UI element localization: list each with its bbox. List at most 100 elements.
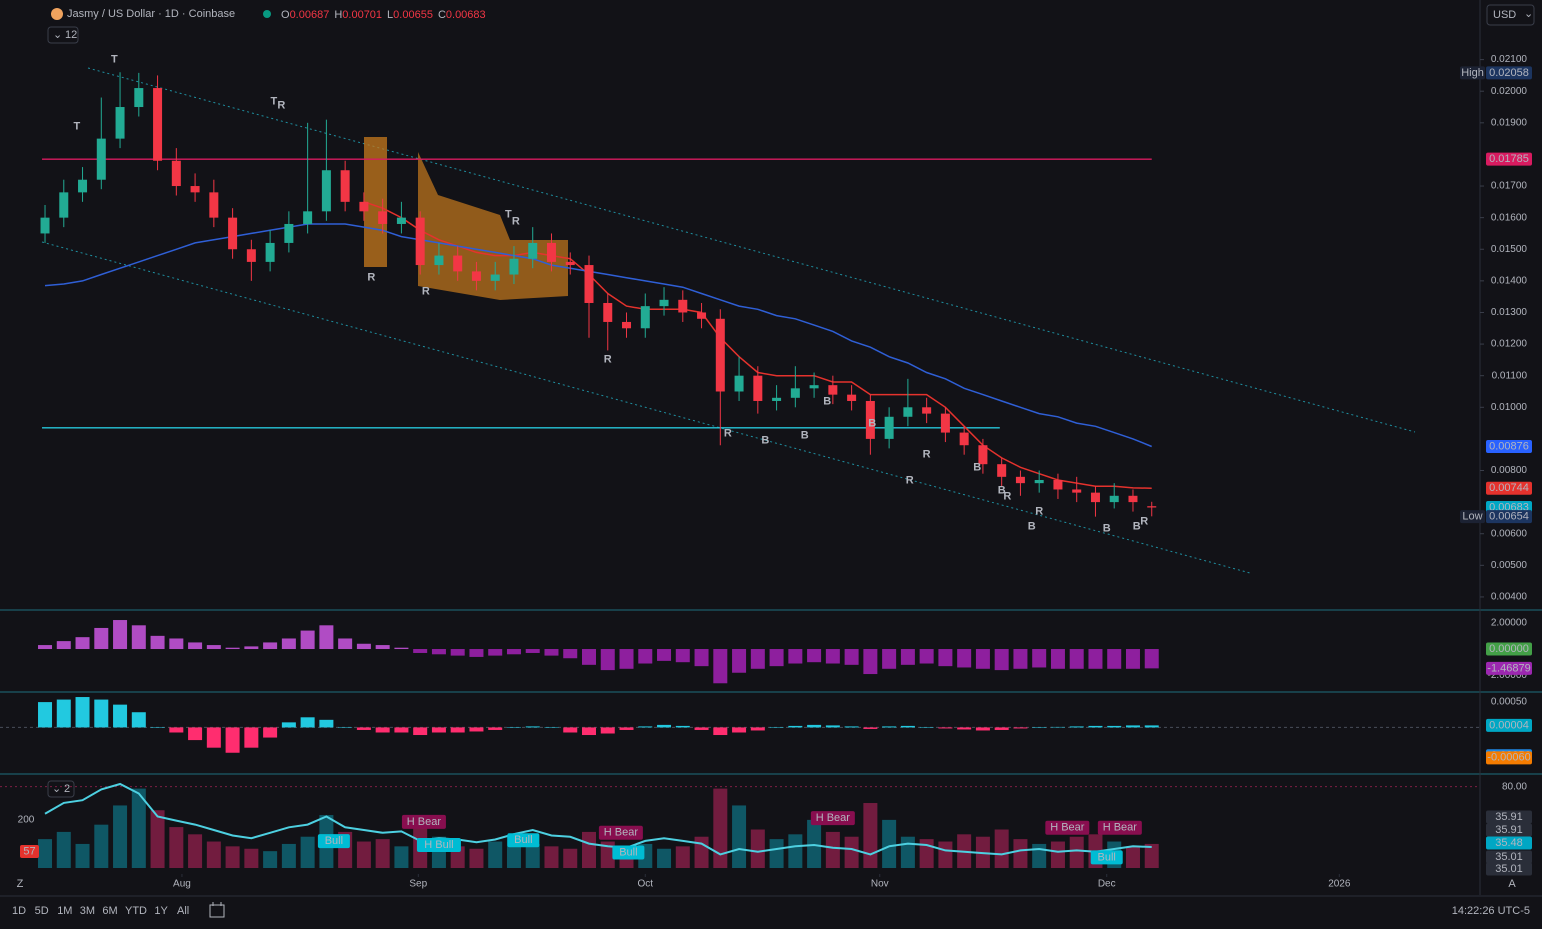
- price-badge-label: 0.00744: [1489, 482, 1529, 494]
- histogram-bar: [263, 642, 278, 650]
- range-button[interactable]: 3M: [80, 905, 95, 917]
- histogram-bar: [1032, 843, 1047, 868]
- histogram-bar: [450, 649, 465, 656]
- oscillator-line: [44, 782, 1152, 856]
- histogram-bar: [694, 836, 709, 868]
- axis-button[interactable]: Z: [17, 878, 24, 890]
- price-badge-label: 35.48: [1495, 837, 1523, 849]
- histogram-bar: [581, 649, 596, 665]
- histogram-bar: [413, 727, 428, 736]
- zone: [364, 137, 387, 267]
- range-button[interactable]: 6M: [102, 905, 117, 917]
- price-badge: [1486, 836, 1532, 850]
- histogram-bar: [863, 727, 878, 729]
- histogram-bar: [563, 727, 578, 733]
- candle-body: [303, 211, 313, 224]
- signal-label: B: [1133, 521, 1141, 533]
- candle-body: [40, 217, 50, 234]
- price-badge: [1486, 823, 1532, 837]
- ohlc-value: 0.00701: [342, 9, 382, 21]
- collapse-toggle[interactable]: [47, 780, 75, 798]
- indicator-count: 12: [65, 29, 77, 41]
- histogram-bar: [732, 727, 747, 733]
- y-tick-label: 80.00: [1502, 781, 1527, 792]
- range-button[interactable]: 1M: [57, 905, 72, 917]
- histogram-bar: [281, 638, 296, 650]
- range-button[interactable]: 1D: [12, 905, 26, 917]
- histogram-bar: [1013, 649, 1028, 669]
- histogram-bar: [600, 841, 615, 868]
- histogram-bar: [450, 727, 465, 733]
- histogram-bar: [825, 831, 840, 868]
- signal-label: R: [1035, 506, 1043, 518]
- price-badge-label: 35.01: [1495, 851, 1523, 863]
- market-status[interactable]: [263, 10, 271, 18]
- histogram-bar: [581, 727, 596, 736]
- histogram-bar: [131, 788, 146, 868]
- histogram-bar: [56, 699, 71, 728]
- histogram-bar: [975, 727, 990, 731]
- histogram-bar: [900, 725, 915, 728]
- divergence-tag: [401, 814, 446, 829]
- candle-body: [96, 138, 106, 180]
- indicator-toggle[interactable]: [47, 26, 79, 44]
- divergence-label: H Bear: [1050, 822, 1085, 834]
- candle-body: [265, 242, 275, 262]
- histogram-bar: [75, 637, 90, 650]
- candle-body: [978, 445, 988, 465]
- divergence-tag: [810, 811, 855, 826]
- date-range-icon[interactable]: [209, 902, 225, 918]
- y-tick-label: 0.00400: [1491, 592, 1528, 603]
- histogram-bar: [882, 819, 897, 868]
- candle-body: [640, 306, 650, 329]
- ohlc-key: L: [387, 9, 393, 21]
- histogram-bar: [94, 824, 109, 868]
- axis-button[interactable]: A: [1508, 878, 1516, 890]
- chevron: ⌄: [53, 29, 62, 41]
- signal-label: R: [906, 475, 914, 487]
- histogram-bar: [413, 649, 428, 653]
- range-button[interactable]: YTD: [125, 905, 147, 917]
- histogram-bar: [300, 630, 315, 650]
- currency-select[interactable]: [1486, 4, 1535, 26]
- candle-body: [78, 179, 88, 193]
- range-button[interactable]: 1Y: [154, 905, 168, 917]
- range-button[interactable]: All: [177, 905, 189, 917]
- signal-label: T: [505, 209, 512, 221]
- histogram-bar: [169, 827, 184, 868]
- candle-body: [584, 265, 594, 303]
- histogram-bar: [750, 649, 765, 669]
- candle-body: [228, 217, 238, 250]
- histogram-bar: [544, 846, 559, 868]
- histogram-bar: [1144, 725, 1159, 728]
- histogram-bar: [938, 649, 953, 667]
- histogram-bar: [244, 848, 259, 868]
- candle-body: [790, 388, 800, 398]
- histogram-bar: [206, 727, 221, 748]
- histogram-bar: [169, 727, 184, 733]
- price-badge: [1486, 850, 1532, 864]
- currency[interactable]: USD: [1493, 9, 1516, 21]
- histogram-bar: [338, 638, 353, 650]
- histogram-bar: [1125, 725, 1140, 728]
- histogram-bar: [1013, 839, 1028, 868]
- symbol-icon: [51, 8, 63, 20]
- histogram-bar: [694, 727, 709, 730]
- histogram-bar: [525, 726, 540, 728]
- histogram-bar: [469, 848, 484, 868]
- histogram-bar: [113, 704, 128, 728]
- candle-body: [284, 223, 294, 243]
- histogram-bar: [994, 727, 1009, 730]
- range-button[interactable]: 5D: [35, 905, 49, 917]
- candle-body: [471, 271, 481, 281]
- y-tick-label: 0.00050: [1491, 697, 1528, 708]
- y-tick-label: 0.01000: [1491, 402, 1528, 413]
- histogram-bar: [225, 727, 240, 753]
- badge-tag-label: High: [1461, 67, 1484, 79]
- price-badge-label: 0.00654: [1489, 511, 1529, 523]
- histogram-bar: [469, 727, 484, 732]
- histogram-bar: [600, 727, 615, 734]
- divergence-label: Bull: [514, 834, 532, 846]
- price-badge: [1486, 152, 1532, 166]
